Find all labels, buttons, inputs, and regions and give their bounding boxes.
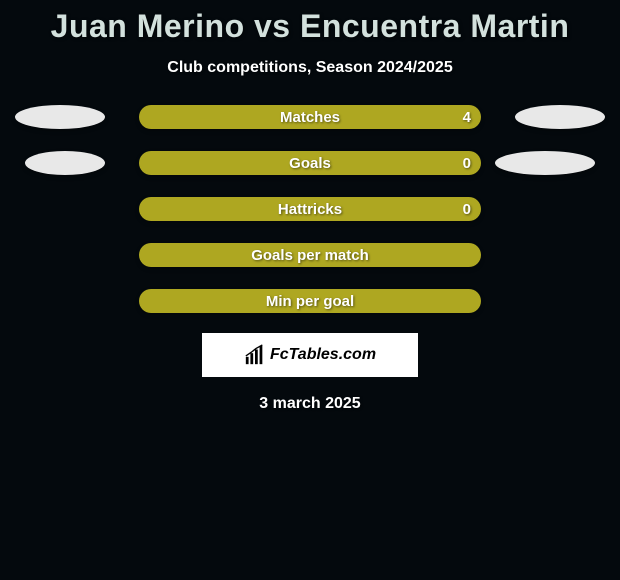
stat-row: Min per goal: [0, 289, 620, 313]
comparison-infographic: Juan Merino vs Encuentra Martin Club com…: [0, 0, 620, 580]
stat-bar: Goals 0: [139, 151, 481, 175]
stat-value: 4: [463, 109, 471, 126]
stat-bar: Goals per match: [139, 243, 481, 267]
left-ellipse: [25, 151, 105, 175]
brand-box: FcTables.com: [202, 333, 418, 377]
stat-row: Goals per match: [0, 243, 620, 267]
right-ellipse: [515, 105, 605, 129]
stat-label: Goals: [289, 155, 331, 172]
stat-label: Goals per match: [251, 247, 369, 264]
date-label: 3 march 2025: [0, 395, 620, 413]
chart-icon: [244, 344, 266, 366]
brand-text: FcTables.com: [270, 346, 376, 364]
right-ellipse: [495, 151, 595, 175]
stat-row: Hattricks 0: [0, 197, 620, 221]
stat-label: Matches: [280, 109, 340, 126]
stat-bar: Matches 4: [139, 105, 481, 129]
subtitle: Club competitions, Season 2024/2025: [0, 59, 620, 77]
stat-label: Min per goal: [266, 293, 354, 310]
left-ellipse: [15, 105, 105, 129]
stat-rows: Matches 4 Goals 0 Hattricks 0 Goals per match M…: [0, 105, 620, 313]
stat-label: Hattricks: [278, 201, 342, 218]
stat-value: 0: [463, 155, 471, 172]
stat-bar: Hattricks 0: [139, 197, 481, 221]
stat-value: 0: [463, 201, 471, 218]
stat-row: Matches 4: [0, 105, 620, 129]
page-title: Juan Merino vs Encuentra Martin: [0, 0, 620, 45]
stat-row: Goals 0: [0, 151, 620, 175]
stat-bar: Min per goal: [139, 289, 481, 313]
